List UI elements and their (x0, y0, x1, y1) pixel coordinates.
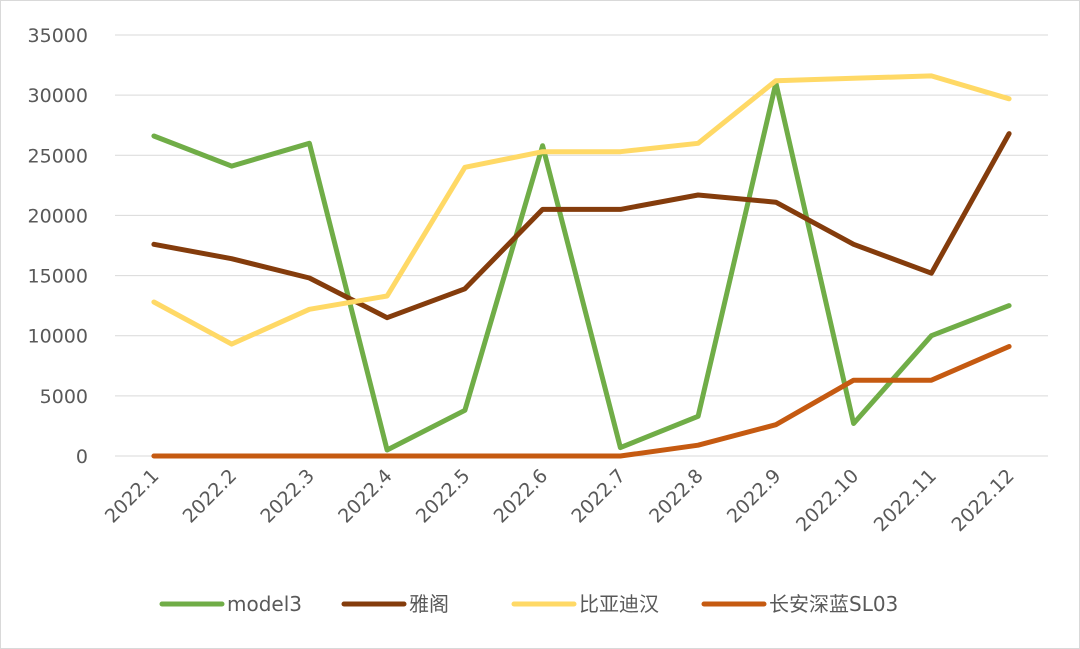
y-tick-label: 15000 (28, 266, 88, 288)
series-lines (151, 73, 1012, 459)
gridlines (115, 34, 1048, 457)
y-axis-ticks: 0 5000 10000 15000 20000 25000 30000 35000 (28, 25, 88, 468)
x-tick-label: 2022.5 (412, 465, 475, 528)
x-tick-label: 2022.7 (567, 465, 630, 528)
x-tick-label: 2022.11 (870, 465, 941, 536)
x-tick-label: 2022.2 (179, 465, 242, 528)
legend-label: 比亚迪汉 (579, 592, 659, 616)
series-line-2 (151, 73, 1012, 347)
y-tick-label: 20000 (28, 205, 88, 227)
x-tick-label: 2022.3 (256, 465, 319, 528)
x-tick-label: 2022.1 (101, 465, 164, 528)
series-line-1 (151, 131, 1012, 321)
y-tick-label: 5000 (40, 386, 88, 408)
y-tick-label: 10000 (28, 326, 88, 348)
x-tick-label: 2022.6 (490, 465, 553, 528)
legend: model3 雅阁 比亚迪汉 长安深蓝SL03 (159, 592, 898, 616)
y-tick-label: 0 (76, 446, 88, 468)
series-line-3 (151, 344, 1012, 459)
legend-label: model3 (227, 592, 302, 616)
x-tick-label: 2022.10 (792, 465, 863, 536)
x-tick-label: 2022.4 (334, 465, 397, 528)
x-axis-ticks: 2022.1 2022.2 2022.3 2022.4 2022.5 2022.6 2022… (101, 465, 1019, 536)
y-tick-label: 35000 (28, 25, 88, 47)
y-tick-label: 25000 (28, 145, 88, 167)
y-tick-label: 30000 (28, 85, 88, 107)
series-line-0 (151, 80, 1012, 453)
x-tick-label: 2022.9 (723, 465, 786, 528)
x-tick-label: 2022.8 (645, 465, 708, 528)
legend-label: 长安深蓝SL03 (769, 592, 898, 616)
legend-label: 雅阁 (409, 592, 449, 616)
x-tick-label: 2022.12 (948, 465, 1019, 536)
